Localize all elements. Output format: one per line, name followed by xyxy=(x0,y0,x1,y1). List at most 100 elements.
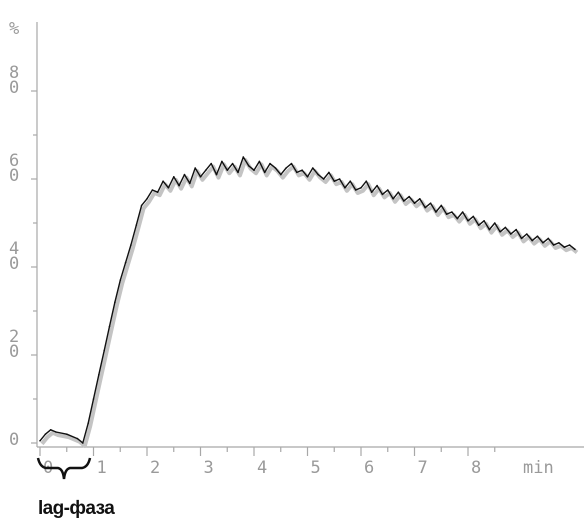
y-tick-0: 0 xyxy=(9,430,37,450)
data-point xyxy=(242,156,245,158)
x-tick-label: 7 xyxy=(418,458,428,478)
data-point xyxy=(194,167,196,169)
data-point xyxy=(504,226,507,229)
data-point xyxy=(461,211,464,213)
y-tick-40: 40 xyxy=(9,239,37,274)
y-tick-label: 2 xyxy=(9,327,19,347)
data-point xyxy=(301,169,304,171)
x-tick-label: 2 xyxy=(150,458,160,478)
y-tick-label: 0 xyxy=(9,254,19,274)
data-point xyxy=(151,189,154,191)
data-point xyxy=(317,173,320,176)
data-point xyxy=(178,184,180,187)
data-point xyxy=(419,198,421,200)
data-point xyxy=(55,431,57,433)
data-point xyxy=(215,173,218,176)
data-point xyxy=(483,220,485,222)
data-point xyxy=(542,242,544,244)
data-point xyxy=(162,180,164,182)
data-point xyxy=(280,173,282,176)
data-point xyxy=(237,171,239,174)
data-point xyxy=(354,189,357,191)
lag-phase-brace xyxy=(36,457,92,480)
data-point xyxy=(92,398,95,400)
data-point xyxy=(328,171,330,174)
data-point xyxy=(210,162,212,165)
data-point xyxy=(435,211,437,213)
y-tick-label: 0 xyxy=(9,342,19,362)
data-point xyxy=(451,211,453,213)
x-tick-label: 6 xyxy=(364,458,374,478)
data-point xyxy=(403,200,405,202)
data-point xyxy=(108,325,111,328)
data-point xyxy=(66,433,68,436)
series-layer xyxy=(39,156,579,448)
data-point xyxy=(536,235,539,237)
data-point xyxy=(520,237,523,240)
data-point xyxy=(247,165,250,167)
data-point xyxy=(547,237,550,240)
data-point xyxy=(44,433,47,436)
data-point xyxy=(274,167,277,169)
data-point xyxy=(338,178,341,180)
data-point xyxy=(322,178,325,180)
data-point xyxy=(119,279,122,282)
data-point xyxy=(349,180,352,182)
data-point xyxy=(568,244,571,246)
data-point xyxy=(130,244,132,246)
data-point xyxy=(76,437,79,440)
data-point xyxy=(290,162,293,165)
data-point xyxy=(205,169,207,171)
data-point xyxy=(456,217,459,220)
data-point xyxy=(381,193,384,196)
y-tick-label: 0 xyxy=(9,430,19,450)
data-point xyxy=(103,349,105,352)
data-point xyxy=(173,176,175,178)
x-tick-label: 8 xyxy=(471,458,481,478)
x-tick-label: 3 xyxy=(204,458,214,478)
data-point xyxy=(526,233,528,235)
y-tick-label: 6 xyxy=(9,151,19,171)
data-point xyxy=(333,180,336,182)
data-point xyxy=(124,261,127,264)
data-point xyxy=(285,167,287,169)
data-point xyxy=(365,180,368,182)
x-tick-label: 1 xyxy=(97,458,107,478)
data-point xyxy=(440,204,443,207)
data-point xyxy=(370,191,373,193)
data-point xyxy=(87,422,89,425)
data-point xyxy=(258,160,261,163)
x-tick-label: 4 xyxy=(257,458,267,478)
data-point xyxy=(510,233,512,235)
data-point xyxy=(472,215,475,218)
data-point xyxy=(360,187,362,189)
data-point xyxy=(488,228,491,231)
lag-phase-label: lag-фаза xyxy=(38,498,115,519)
data-point xyxy=(82,442,84,444)
data-point xyxy=(183,173,186,176)
x-tick-label: 5 xyxy=(311,458,321,478)
data-point xyxy=(413,202,416,204)
y-tick-label: 4 xyxy=(9,239,19,259)
data-point xyxy=(98,374,100,376)
data-point xyxy=(408,195,411,198)
data-point xyxy=(552,244,555,246)
data-point xyxy=(392,198,394,200)
y-tick-80: 80 xyxy=(9,63,37,98)
data-point xyxy=(114,301,116,304)
data-point xyxy=(563,246,566,248)
data-point xyxy=(231,162,234,165)
x-unit-label: min xyxy=(523,458,554,478)
data-point xyxy=(189,182,191,185)
series-line xyxy=(39,156,576,444)
data-point xyxy=(263,171,266,174)
data-point xyxy=(387,189,389,191)
data-point xyxy=(156,191,159,193)
data-point xyxy=(445,213,448,215)
data-point xyxy=(531,239,533,242)
data-point xyxy=(49,429,52,431)
